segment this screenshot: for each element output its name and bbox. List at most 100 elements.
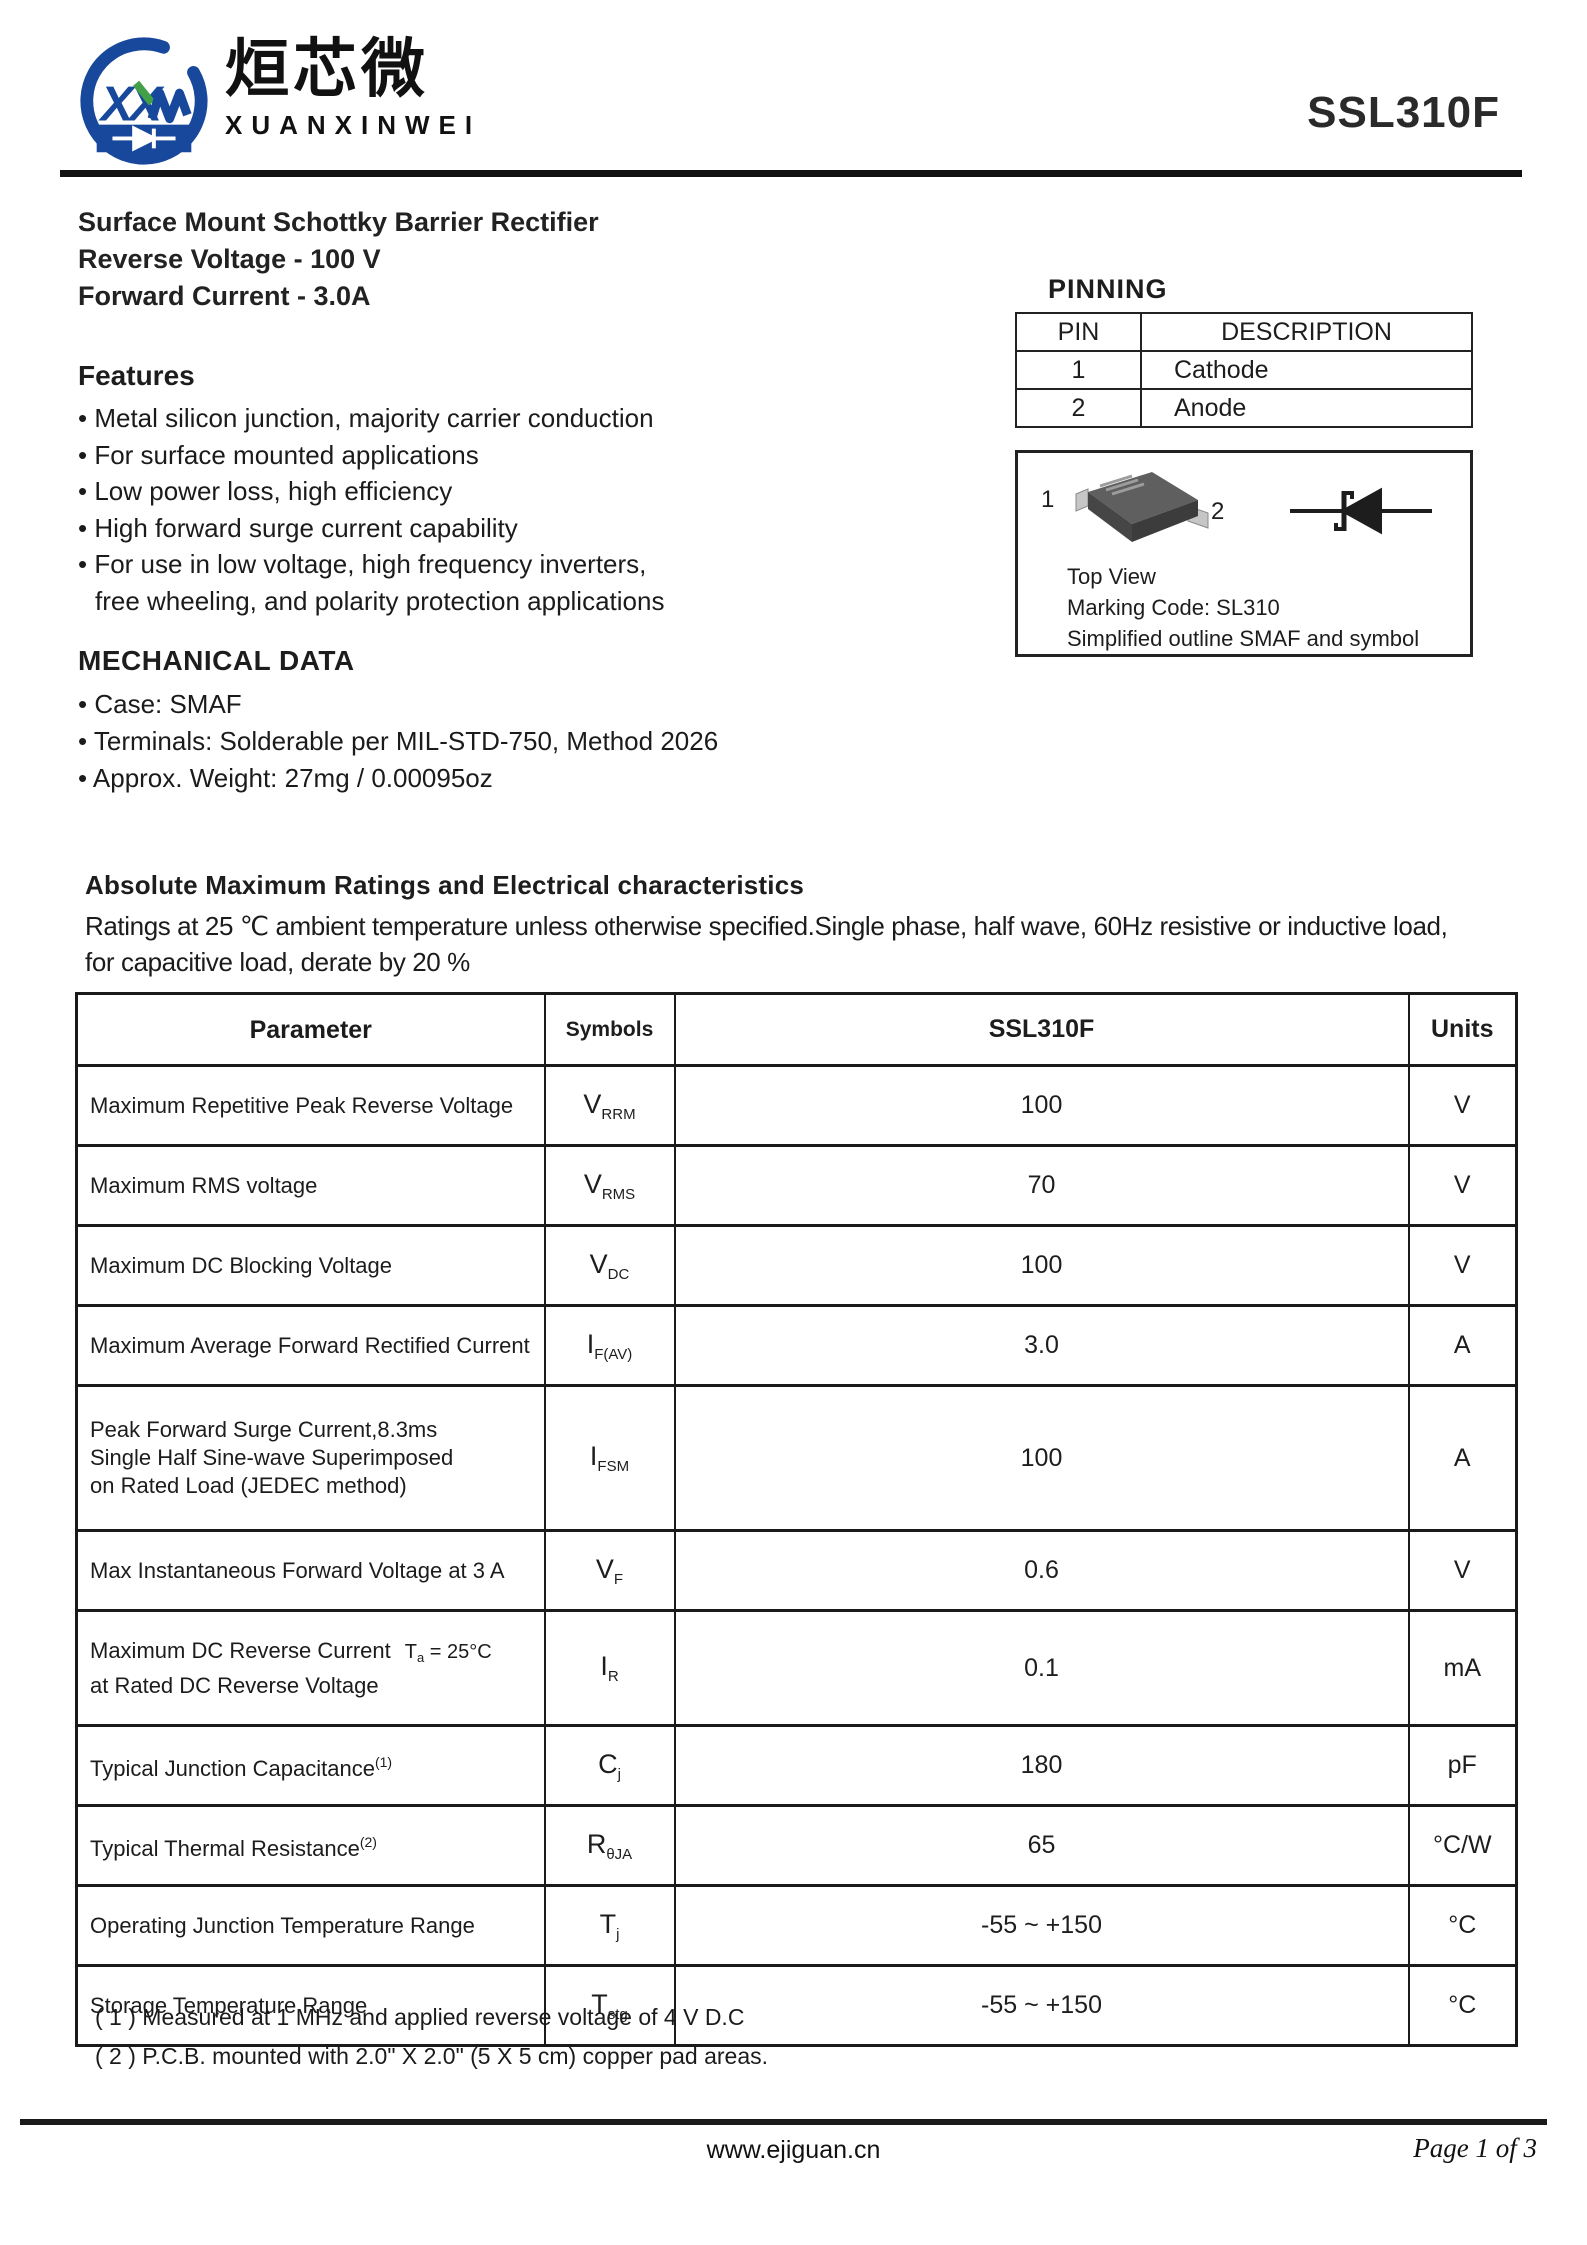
table-row-ifsm: Peak Forward Surge Current,8.3ms Single …: [75, 1384, 1518, 1532]
pinning-col-description: DESCRIPTION: [1140, 312, 1473, 352]
package-top-view-graphic: [1075, 472, 1209, 542]
footnote-2: ( 2 ) P.C.B. mounted with 2.0" X 2.0" (5…: [95, 2043, 769, 2069]
footer-page-number: Page 1 of 3: [1413, 2133, 1537, 2163]
table-row-tstg: Storage Temperature Range Tstg -55 ~ +15…: [75, 1964, 1518, 2047]
table-row-vf: Max Instantaneous Forward Voltage at 3 A…: [75, 1529, 1518, 1612]
unit-cell: V: [1407, 1529, 1518, 1612]
unit-cell: A: [1407, 1384, 1518, 1532]
pinning-col-pin: PIN: [1015, 312, 1142, 352]
package-top-view-label: Top View: [1067, 564, 1156, 589]
ratings-note-line: for capacitive load, derate by 20 %: [85, 947, 470, 977]
unit-cell: °C/W: [1407, 1804, 1518, 1887]
table-row-ir: Maximum DC Reverse Current Ta = 25°C at R…: [75, 1609, 1518, 1727]
value-cell: 0.6: [673, 1529, 1410, 1612]
symbol-cell: VRRM: [543, 1064, 676, 1147]
parameter-cell: Maximum DC Blocking Voltage: [75, 1224, 546, 1307]
ratings-note-line: Ratings at 25 ℃ ambient temperature unle…: [85, 911, 1448, 941]
unit-cell: V: [1407, 1224, 1518, 1307]
pin-number: 1: [1015, 350, 1142, 390]
col-units: Units: [1407, 992, 1518, 1067]
package-outline-box: 1 2 Top View Marking Code:: [1015, 450, 1473, 657]
footer-website: www.ejiguan.cn: [706, 2136, 881, 2164]
company-logo: X X 烜芯微 XUANXINWEI: [75, 30, 481, 172]
mechanical-data-title: MECHANICAL DATA: [78, 645, 355, 676]
features-title: Features: [78, 360, 195, 391]
ratings-conditions-note: Ratings at 25 ℃ ambient temperature unle…: [85, 908, 1448, 980]
symbol-cell: VRMS: [543, 1144, 676, 1227]
parameter-cell: Maximum Average Forward Rectified Curren…: [75, 1304, 546, 1387]
value-cell: 100: [673, 1064, 1410, 1147]
header-divider: [60, 170, 1522, 177]
summary-line: Surface Mount Schottky Barrier Rectifier: [78, 207, 599, 237]
parameter-cell: Maximum DC Reverse Current Ta = 25°C at R…: [75, 1609, 546, 1727]
ratings-table: Parameter Symbols SSL310F Units Maximum …: [75, 992, 1518, 2047]
value-cell: 65: [673, 1804, 1410, 1887]
feature-item-continuation: free wheeling, and polarity protection a…: [95, 585, 665, 616]
pinning-row: 1 Cathode: [1015, 350, 1473, 390]
unit-cell: mA: [1407, 1609, 1518, 1727]
ratings-section-title: Absolute Maximum Ratings and Electrical …: [85, 870, 805, 900]
unit-cell: °C: [1407, 1884, 1518, 1967]
col-parameter: Parameter: [75, 992, 546, 1067]
feature-item: • Metal silicon junction, majority carri…: [78, 403, 654, 433]
pinning-header-row: PIN DESCRIPTION: [1015, 312, 1473, 352]
mechanical-item: • Terminals: Solderable per MIL-STD-750,…: [78, 726, 719, 756]
summary-line: Forward Current - 3.0A: [78, 281, 371, 311]
symbol-cell: IF(AV): [543, 1304, 676, 1387]
table-row-vdc: Maximum DC Blocking Voltage VDC 100 V: [75, 1224, 1518, 1307]
parameter-cell: Typical Thermal Resistance(2): [75, 1804, 546, 1887]
logo-icon: X X: [80, 37, 208, 165]
value-cell: 0.1: [673, 1609, 1410, 1727]
svg-text:X: X: [98, 77, 137, 132]
pin-number: 2: [1015, 388, 1142, 428]
col-symbols: Symbols: [543, 992, 676, 1067]
table-row-vrrm: Maximum Repetitive Peak Reverse Voltage …: [75, 1064, 1518, 1147]
parameter-cell: Peak Forward Surge Current,8.3ms Single …: [75, 1384, 546, 1532]
mechanical-item: • Case: SMAF: [78, 689, 242, 719]
ratings-header-row: Parameter Symbols SSL310F Units: [75, 992, 1518, 1067]
pin-description: Anode: [1140, 388, 1473, 428]
value-cell: 3.0: [673, 1304, 1410, 1387]
footnote-1: ( 1 ) Measured at 1 MHz and applied reve…: [95, 2004, 745, 2030]
parameter-cell: Max Instantaneous Forward Voltage at 3 A: [75, 1529, 546, 1612]
feature-item: • High forward surge current capability: [78, 512, 518, 543]
table-row-tj: Operating Junction Temperature Range Tj …: [75, 1884, 1518, 1967]
package-marking-code: Marking Code: SL310: [1067, 595, 1280, 620]
package-outline-note: Simplified outline SMAF and symbol: [1067, 626, 1420, 651]
symbol-cell: VDC: [543, 1224, 676, 1307]
parameter-cell: Typical Junction Capacitance(1): [75, 1724, 546, 1807]
pinning-title: PINNING: [1048, 274, 1168, 304]
pinning-row: 2 Anode: [1015, 388, 1473, 428]
package-pin2-label: 2: [1211, 498, 1225, 525]
table-row-ifav: Maximum Average Forward Rectified Curren…: [75, 1304, 1518, 1387]
table-footnotes: ( 1 ) Measured at 1 MHz and applied reve…: [95, 1998, 768, 2076]
parameter-cell: Storage Temperature Range: [75, 1964, 546, 2047]
parameter-cell: Maximum RMS voltage: [75, 1144, 546, 1227]
mechanical-data-list: • Case: SMAF • Terminals: Solderable per…: [78, 686, 718, 797]
schottky-diode-symbol-icon: [1290, 487, 1432, 535]
value-cell: 100: [673, 1224, 1410, 1307]
footer-divider: [20, 2119, 1547, 2125]
pin-description: Cathode: [1140, 350, 1473, 390]
pinning-table: PIN DESCRIPTION 1 Cathode 2 Anode: [1015, 312, 1473, 428]
parameter-cell: Operating Junction Temperature Range: [75, 1884, 546, 1967]
symbol-cell: Cj: [543, 1724, 676, 1807]
feature-item: • For surface mounted applications: [78, 439, 479, 470]
unit-cell: pF: [1407, 1724, 1518, 1807]
value-cell: 180: [673, 1724, 1410, 1807]
unit-cell: A: [1407, 1304, 1518, 1387]
symbol-cell: IR: [543, 1609, 676, 1727]
symbol-cell: RθJA: [543, 1804, 676, 1887]
mechanical-item: • Approx. Weight: 27mg / 0.00095oz: [78, 763, 493, 793]
parameter-cell: Maximum Repetitive Peak Reverse Voltage: [75, 1064, 546, 1147]
value-cell: 70: [673, 1144, 1410, 1227]
company-name-en: XUANXINWEI: [225, 110, 482, 140]
table-row-vrms: Maximum RMS voltage VRMS 70 V: [75, 1144, 1518, 1227]
value-cell: 100: [673, 1384, 1410, 1532]
features-list: • Metal silicon junction, majority carri…: [78, 400, 664, 619]
summary-line: Reverse Voltage - 100 V: [78, 244, 381, 274]
col-part: SSL310F: [673, 992, 1410, 1067]
table-row-rthja: Typical Thermal Resistance(2) RθJA 65 °C…: [75, 1804, 1518, 1887]
symbol-cell: Tj: [543, 1884, 676, 1967]
